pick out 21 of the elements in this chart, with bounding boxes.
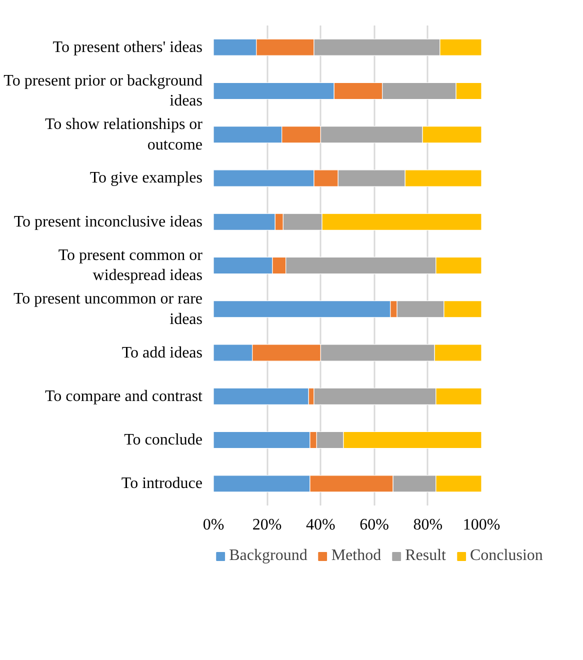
legend-label: Method — [331, 547, 382, 565]
x-tick-label: 0% — [202, 516, 224, 534]
y-tick-label: To present uncommon or rare ideas — [13, 290, 203, 328]
legend-label: Background — [229, 547, 308, 565]
x-tick-label: 100% — [462, 516, 500, 534]
y-tick-label: To show relationships or outcome — [44, 116, 204, 154]
x-tick-label: 80% — [413, 516, 443, 534]
y-tick-label: To give examples — [90, 170, 202, 187]
y-tick-label: To add ideas — [122, 344, 203, 362]
y-tick-label: To present prior or background ideas — [4, 72, 203, 110]
x-tick-label: 40% — [306, 516, 336, 534]
y-tick-label: To present inconclusive ideas — [14, 213, 203, 230]
y-tick-label: To present common or widespread ideas — [58, 246, 204, 284]
legend-label: Conclusion — [470, 547, 543, 565]
y-tick-label: To present others' ideas — [52, 38, 202, 56]
y-tick-label: To introduce — [121, 475, 202, 492]
legend-label: Result — [405, 547, 446, 565]
y-tick-label: To conclude — [124, 432, 202, 449]
y-tick-label: To compare and contrast — [45, 388, 204, 405]
x-tick-label: 20% — [252, 516, 282, 534]
x-tick-label: 60% — [360, 516, 389, 534]
